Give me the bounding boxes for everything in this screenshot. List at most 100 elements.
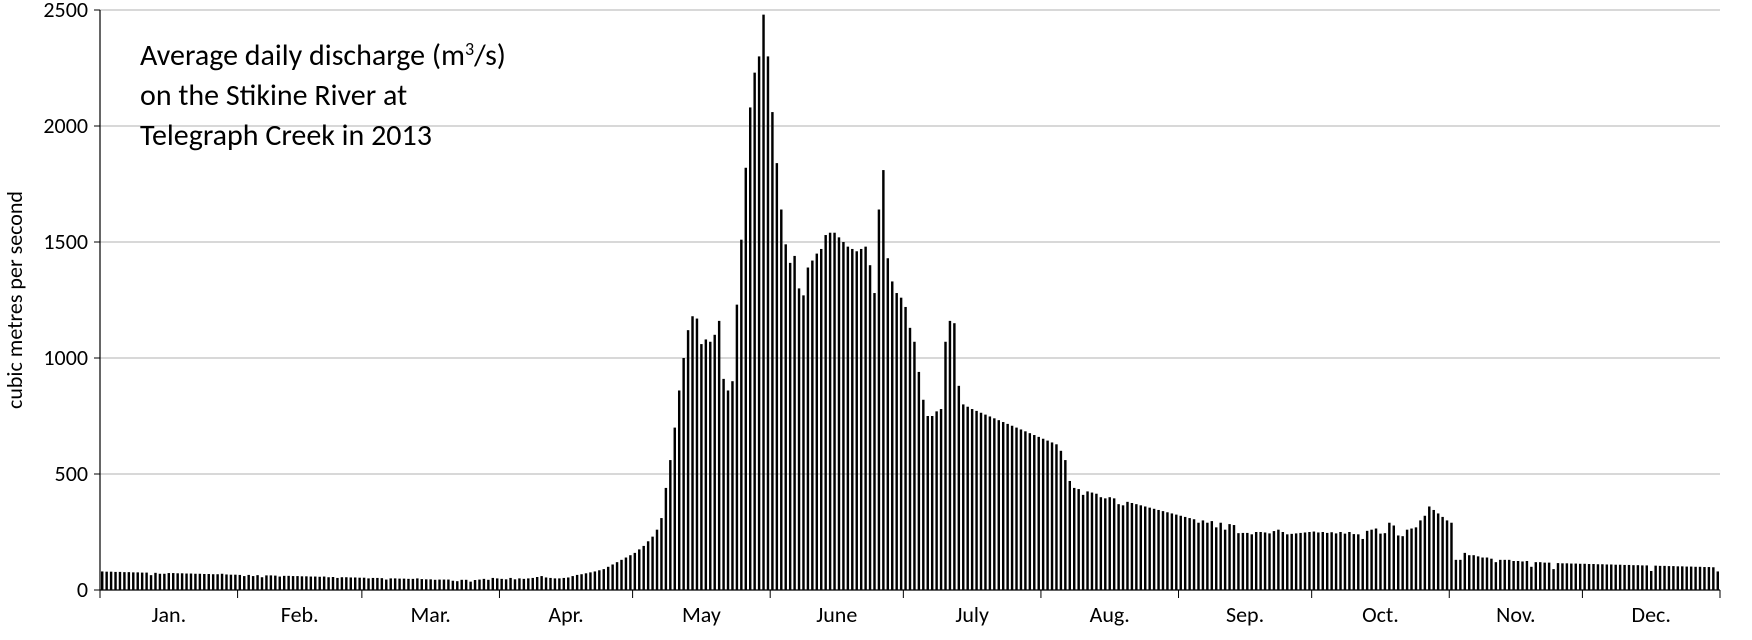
bar	[230, 575, 232, 590]
bar	[341, 577, 343, 590]
bar	[1219, 523, 1221, 590]
bar	[1344, 534, 1346, 590]
bar	[860, 249, 862, 590]
bar	[314, 577, 316, 590]
bar	[1095, 494, 1097, 590]
bar	[203, 574, 205, 590]
bar	[580, 574, 582, 590]
x-month-label: Nov.	[1496, 601, 1535, 628]
bar	[616, 562, 618, 590]
bar	[1712, 567, 1714, 590]
bar	[718, 321, 720, 590]
bar	[1606, 564, 1608, 590]
bar	[1317, 532, 1319, 590]
bar	[1286, 534, 1288, 590]
chart-title-line: on the Stikine River at	[140, 77, 407, 114]
bar	[1202, 520, 1204, 590]
bar	[833, 233, 835, 590]
bar	[1575, 564, 1577, 590]
bar	[145, 573, 147, 590]
bar	[975, 411, 977, 590]
bar	[758, 56, 760, 590]
bar	[785, 244, 787, 590]
bar	[1597, 564, 1599, 590]
bar	[1002, 422, 1004, 590]
bar	[105, 572, 107, 590]
bar	[1610, 564, 1612, 590]
bar	[438, 580, 440, 590]
bar	[909, 328, 911, 590]
bar	[1419, 520, 1421, 590]
bar	[1242, 533, 1244, 590]
bar	[469, 582, 471, 590]
bar	[1694, 567, 1696, 590]
bar	[1011, 426, 1013, 590]
bar	[1015, 428, 1017, 590]
bar	[549, 578, 551, 590]
bar	[949, 321, 951, 590]
bar	[1717, 571, 1719, 590]
bar	[1628, 565, 1630, 590]
bar	[1188, 518, 1190, 590]
bar	[789, 263, 791, 590]
bar	[527, 578, 529, 590]
bar	[1109, 497, 1111, 590]
bar	[705, 339, 707, 590]
bar	[736, 305, 738, 590]
bar	[1171, 513, 1173, 590]
bar	[1668, 566, 1670, 590]
bar	[1548, 563, 1550, 590]
bar	[1566, 563, 1568, 590]
bar	[199, 574, 201, 590]
bar	[1370, 530, 1372, 590]
bar	[1446, 520, 1448, 590]
x-month-label: Apr.	[548, 601, 583, 628]
bar	[1313, 532, 1315, 590]
bar	[1295, 533, 1297, 590]
bar	[864, 247, 866, 590]
bar	[1650, 571, 1652, 590]
bar	[700, 344, 702, 590]
bar	[567, 577, 569, 590]
bar	[452, 581, 454, 590]
bar	[1552, 569, 1554, 590]
bar	[1543, 563, 1545, 590]
bar	[882, 170, 884, 590]
bar	[918, 372, 920, 590]
bar	[318, 577, 320, 590]
bar	[1539, 562, 1541, 590]
bar	[1077, 489, 1079, 590]
bar	[1193, 519, 1195, 590]
chart-svg: 05001000150020002500Jan.Feb.Mar.Apr.MayJ…	[0, 0, 1752, 640]
bar	[536, 577, 538, 590]
bar	[1437, 513, 1439, 590]
bar	[225, 574, 227, 590]
x-month-label: Sep.	[1226, 601, 1264, 628]
x-month-label: Aug.	[1090, 601, 1130, 628]
bar	[514, 579, 516, 590]
bar	[208, 574, 210, 590]
bar	[1126, 502, 1128, 590]
bar	[1588, 564, 1590, 590]
bar	[1495, 562, 1497, 590]
bar	[1477, 556, 1479, 590]
bar	[980, 413, 982, 590]
bar	[847, 247, 849, 590]
bar	[1508, 560, 1510, 590]
y-tick-label: 500	[55, 460, 88, 487]
bar	[607, 567, 609, 590]
bar	[509, 578, 511, 590]
bar	[194, 574, 196, 590]
bar	[625, 558, 627, 590]
bar	[842, 242, 844, 590]
bar	[820, 249, 822, 590]
y-tick-label: 2500	[43, 0, 88, 23]
bar	[456, 581, 458, 590]
bar	[940, 409, 942, 590]
bar	[953, 323, 955, 590]
bar	[913, 342, 915, 590]
bar	[1051, 442, 1053, 590]
bar	[887, 258, 889, 590]
bar	[1641, 565, 1643, 590]
bar	[1339, 532, 1341, 590]
